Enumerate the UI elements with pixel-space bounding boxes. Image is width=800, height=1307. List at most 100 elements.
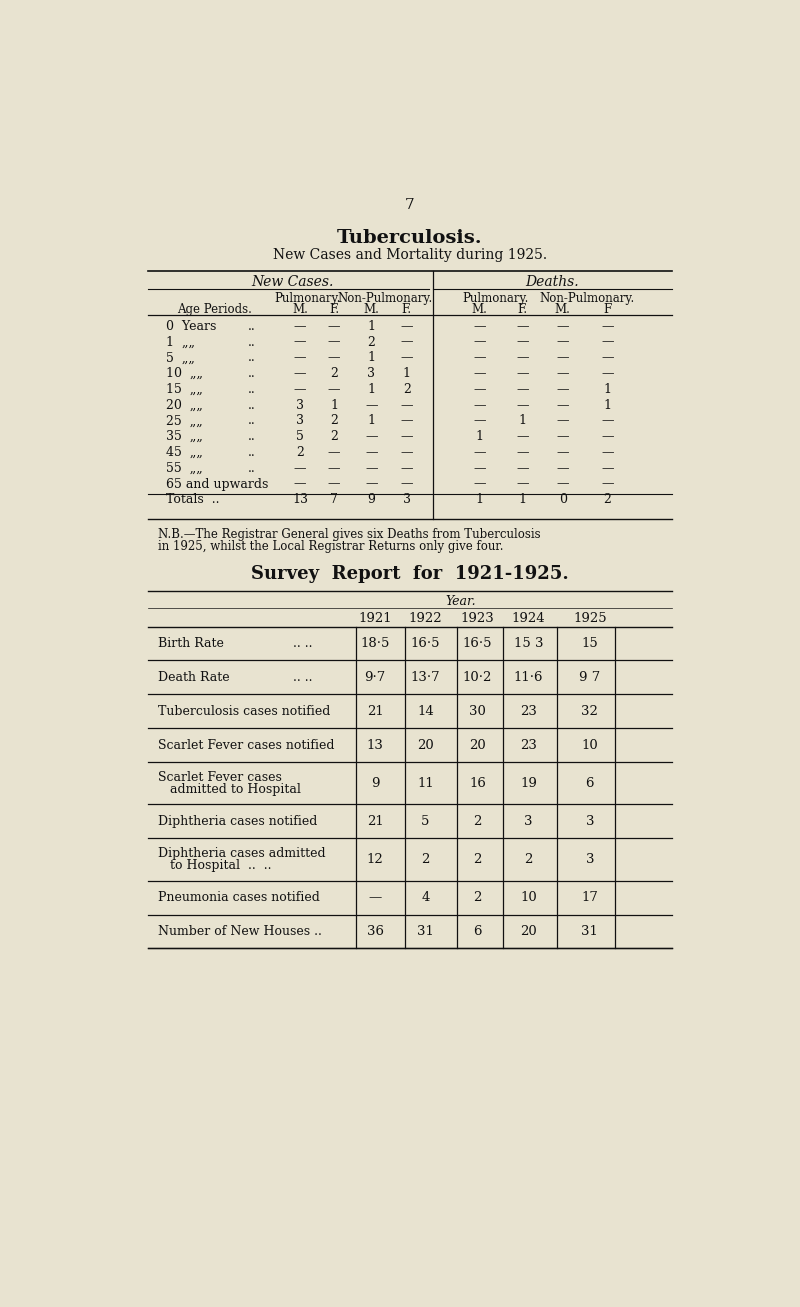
Text: —: — [328,446,340,459]
Text: —: — [328,383,340,396]
Text: —: — [557,461,569,474]
Text: 12: 12 [366,853,383,867]
Text: .. ..: .. .. [294,670,313,684]
Text: 17: 17 [582,891,598,904]
Text: —: — [328,320,340,333]
Text: —: — [557,430,569,443]
Text: —: — [474,477,486,490]
Text: ..: .. [248,320,256,333]
Text: 10: 10 [520,891,537,904]
Text: 15  „„: 15 „„ [166,383,202,396]
Text: —: — [602,320,614,333]
Text: —: — [365,399,378,412]
Text: Diphtheria cases admitted: Diphtheria cases admitted [158,847,326,860]
Text: ..: .. [248,446,256,459]
Text: 2: 2 [474,891,482,904]
Text: 65 and upwards: 65 and upwards [166,477,268,490]
Text: —: — [474,383,486,396]
Text: M.: M. [363,303,379,316]
Text: 16: 16 [469,776,486,789]
Text: N.B.—The Registrar General gives six Deaths from Tuberculosis: N.B.—The Registrar General gives six Dea… [158,528,541,541]
Text: 31: 31 [582,925,598,938]
Text: 18·5: 18·5 [361,637,390,650]
Text: 2: 2 [330,430,338,443]
Text: —: — [474,336,486,349]
Text: 23: 23 [520,704,537,718]
Text: —: — [401,446,413,459]
Text: 15 3: 15 3 [514,637,543,650]
Text: 55  „„: 55 „„ [166,461,202,474]
Text: —: — [474,461,486,474]
Text: Birth Rate: Birth Rate [158,637,224,650]
Text: ..: .. [248,461,256,474]
Text: 1: 1 [367,352,375,365]
Text: ..: .. [248,367,256,380]
Text: 21: 21 [366,704,383,718]
Text: 1: 1 [518,493,526,506]
Text: —: — [557,446,569,459]
Text: 6: 6 [586,776,594,789]
Text: 35  „„: 35 „„ [166,430,202,443]
Text: 10: 10 [582,738,598,752]
Text: 1923: 1923 [461,613,494,625]
Text: Pulmonary.: Pulmonary. [462,291,529,305]
Text: New Cases.: New Cases. [251,274,334,289]
Text: Scarlet Fever cases: Scarlet Fever cases [158,771,282,784]
Text: 3: 3 [296,414,304,427]
Text: 20: 20 [520,925,537,938]
Text: —: — [557,320,569,333]
Text: 5: 5 [296,430,304,443]
Text: —: — [516,446,529,459]
Text: —: — [474,414,486,427]
Text: —: — [474,352,486,365]
Text: 3: 3 [403,493,411,506]
Text: —: — [294,320,306,333]
Text: —: — [294,477,306,490]
Text: —: — [474,320,486,333]
Text: 3: 3 [367,367,375,380]
Text: 1: 1 [367,320,375,333]
Text: .. ..: .. .. [294,637,313,650]
Text: 1: 1 [367,414,375,427]
Text: M.: M. [554,303,570,316]
Text: —: — [328,461,340,474]
Text: 3: 3 [586,853,594,867]
Text: 16·5: 16·5 [462,637,492,650]
Text: F: F [603,303,612,316]
Text: in 1925, whilst the Local Registrar Returns only give four.: in 1925, whilst the Local Registrar Retu… [158,540,504,553]
Text: Pulmonary.: Pulmonary. [274,291,341,305]
Text: Number of New Houses ..: Number of New Houses .. [158,925,322,938]
Text: —: — [294,367,306,380]
Text: Non-Pulmonary.: Non-Pulmonary. [539,291,634,305]
Text: —: — [294,383,306,396]
Text: 10·2: 10·2 [462,670,492,684]
Text: 15: 15 [582,637,598,650]
Text: —: — [474,367,486,380]
Text: —: — [557,336,569,349]
Text: —: — [365,430,378,443]
Text: —: — [516,320,529,333]
Text: —: — [328,352,340,365]
Text: —: — [401,430,413,443]
Text: admitted to Hospital: admitted to Hospital [170,783,301,796]
Text: Year.: Year. [445,595,476,608]
Text: Scarlet Fever cases notified: Scarlet Fever cases notified [158,738,334,752]
Text: Diphtheria cases notified: Diphtheria cases notified [158,814,318,827]
Text: Pneumonia cases notified: Pneumonia cases notified [158,891,320,904]
Text: 2: 2 [422,853,430,867]
Text: F.: F. [402,303,412,316]
Text: 4: 4 [422,891,430,904]
Text: 0  Years: 0 Years [166,320,216,333]
Text: —: — [516,430,529,443]
Text: M.: M. [292,303,308,316]
Text: 20: 20 [417,738,434,752]
Text: F.: F. [518,303,527,316]
Text: ..: .. [248,430,256,443]
Text: 2: 2 [330,414,338,427]
Text: Survey  Report  for  1921-1925.: Survey Report for 1921-1925. [251,565,569,583]
Text: 1: 1 [518,414,526,427]
Text: 21: 21 [366,814,383,827]
Text: to Hospital  ..  ..: to Hospital .. .. [170,859,271,872]
Text: —: — [516,399,529,412]
Text: —: — [602,477,614,490]
